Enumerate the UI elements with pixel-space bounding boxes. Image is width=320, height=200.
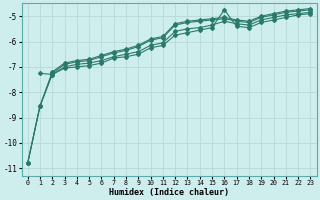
X-axis label: Humidex (Indice chaleur): Humidex (Indice chaleur) — [109, 188, 229, 197]
